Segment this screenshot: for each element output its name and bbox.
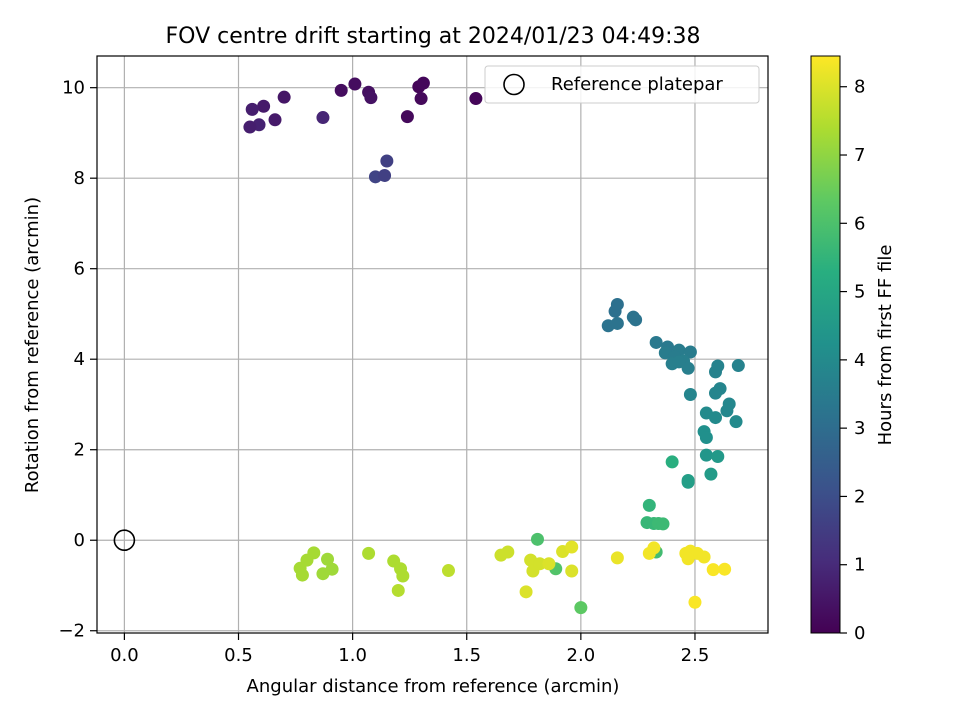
scatter-point [378, 168, 392, 182]
x-tick-label: 0.5 [224, 645, 253, 666]
scatter-point [629, 313, 643, 327]
scatter-point [533, 557, 547, 571]
scatter-point [396, 569, 410, 583]
scatter-point [542, 557, 556, 571]
scatter-point [688, 595, 702, 609]
scatter-point [608, 304, 622, 318]
colorbar-tick-label: 6 [854, 213, 865, 234]
y-axis-ticks: −2 0 2 4 6 8 10 [58, 78, 97, 642]
y-tick-label: 4 [74, 349, 85, 370]
colorbar-tick-label: 8 [854, 77, 865, 98]
colorbar-tick-label: 1 [854, 555, 865, 576]
axes-frame [96, 55, 769, 634]
y-tick-label: 6 [74, 259, 85, 280]
scatter-point [720, 404, 734, 418]
scatter-point [268, 113, 282, 127]
scatter-point [574, 601, 588, 615]
scatter-point [731, 359, 745, 373]
reference-platepar-marker [113, 529, 136, 552]
x-tick-label: 2.0 [567, 645, 596, 666]
scatter-point [441, 564, 455, 578]
y-tick-label: 10 [62, 78, 85, 99]
x-axis-label: Angular distance from reference (arcmin) [247, 676, 620, 697]
scatter-point [683, 345, 697, 359]
scatter-point [642, 498, 656, 512]
scatter-point [400, 110, 414, 124]
legend: Reference platepar [484, 65, 760, 104]
scatter-point [647, 541, 661, 555]
scatter-point [699, 448, 713, 462]
scatter-point [364, 91, 378, 105]
scatter-point [610, 316, 624, 330]
scatter-point [416, 76, 430, 90]
scatter-points [243, 76, 745, 615]
scatter-point [672, 355, 686, 369]
scatter-point [729, 415, 743, 429]
scatter-point [683, 388, 697, 402]
scatter-point [501, 545, 515, 559]
scatter-point [704, 467, 718, 481]
x-tick-label: 1.5 [452, 645, 481, 666]
scatter-point [277, 90, 291, 104]
x-tick-label: 2.5 [681, 645, 710, 666]
legend-entry-reference-platepar: Reference platepar [551, 74, 723, 95]
x-tick-label: 0.0 [110, 645, 139, 666]
scatter-point [380, 154, 394, 168]
scatter-point [565, 564, 579, 578]
scatter-point [348, 77, 362, 91]
colorbar-gradient [810, 55, 841, 634]
colorbar-ticks: 0 1 2 3 4 5 6 7 8 [840, 77, 865, 644]
scatter-point [709, 365, 723, 379]
scatter-point [697, 550, 711, 564]
scatter-point [295, 568, 309, 582]
chart-title: FOV centre drift starting at 2024/01/23 … [166, 24, 701, 49]
scatter-point [391, 583, 405, 597]
scatter-point [718, 562, 732, 576]
scatter-point [334, 83, 348, 97]
y-tick-label: −2 [58, 621, 85, 642]
scatter-point [711, 450, 725, 464]
scatter-point [681, 475, 695, 489]
x-axis-ticks: 0.0 0.5 1.0 1.5 2.0 2.5 [110, 633, 709, 666]
colorbar-tick-label: 7 [854, 145, 865, 166]
scatter-point [362, 546, 376, 560]
colorbar-tick-label: 3 [854, 418, 865, 439]
legend-box [484, 65, 760, 104]
scatter-point [565, 540, 579, 554]
colorbar-label: Hours from first FF file [875, 245, 896, 446]
scatter-point [681, 361, 695, 375]
y-tick-label: 2 [74, 440, 85, 461]
plot-area: 0.0 0.5 1.0 1.5 2.0 2.5 −2 0 2 4 6 8 10 Reference p… [58, 55, 769, 666]
scatter-point [414, 92, 428, 106]
scatter-point [709, 386, 723, 400]
scatter-point [681, 552, 695, 566]
colorbar-tick-label: 2 [854, 486, 865, 507]
scatter-point [469, 92, 483, 106]
scatter-point [530, 532, 544, 546]
scatter-point [706, 563, 720, 577]
colorbar-tick-label: 0 [854, 623, 865, 644]
y-tick-label: 0 [74, 530, 85, 551]
scatter-point [699, 430, 713, 444]
legend-marker-icon [503, 73, 525, 96]
scatter-point [316, 111, 330, 125]
scatter-point [257, 99, 271, 113]
scatter-point [243, 120, 257, 134]
y-tick-label: 8 [74, 168, 85, 189]
y-axis-label: Rotation from reference (arcmin) [22, 197, 43, 493]
scatter-point [245, 102, 259, 116]
x-tick-label: 1.0 [338, 645, 367, 666]
scatter-point [519, 585, 533, 599]
scatter-point [665, 455, 679, 469]
scatter-point [316, 567, 330, 581]
colorbar: 0 1 2 3 4 5 6 7 8 Hours from first FF file [810, 55, 896, 644]
colorbar-tick-label: 4 [854, 350, 865, 371]
scatter-point [610, 551, 624, 565]
scatter-point [649, 335, 663, 349]
scatter-point [321, 552, 335, 566]
scatter-point [709, 411, 723, 425]
scatter-point [656, 517, 670, 531]
colorbar-tick-label: 5 [854, 282, 865, 303]
